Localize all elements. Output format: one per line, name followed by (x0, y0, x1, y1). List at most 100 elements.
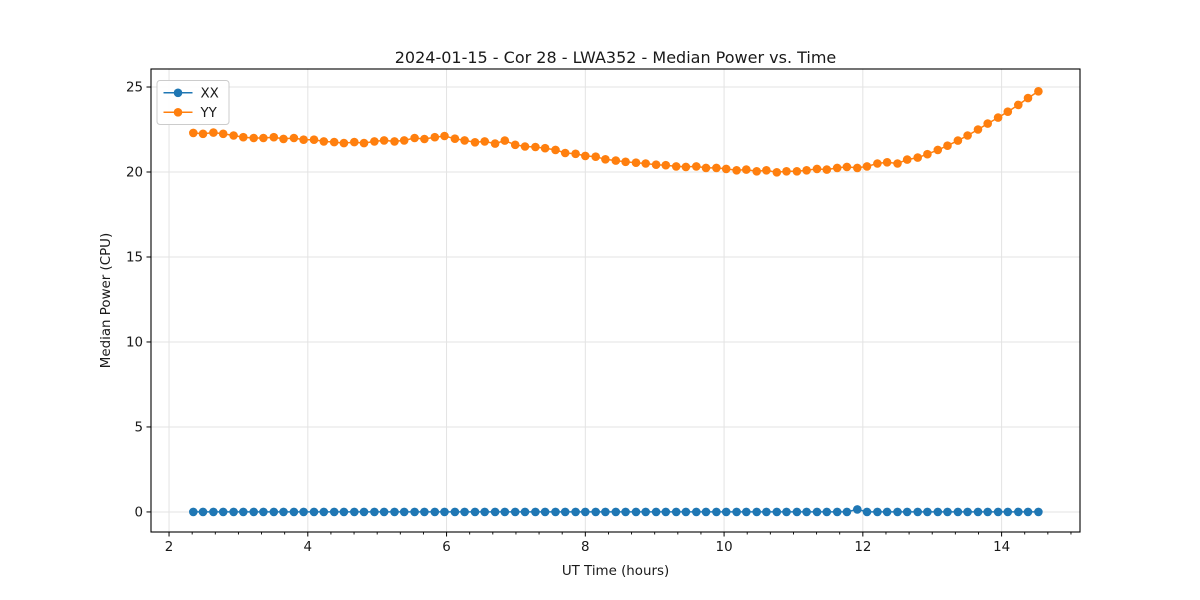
data-point-yy (520, 142, 530, 151)
data-point-yy (259, 133, 268, 143)
data-point-xx (792, 507, 802, 517)
axes-layer: 2 4 6 8 10 12 14 0 5 10 15 20 25 (126, 68, 1081, 555)
data-point-yy (732, 166, 741, 175)
data-point-yy (601, 155, 610, 164)
data-point-yy (420, 134, 429, 144)
data-point-yy (1003, 107, 1013, 116)
data-point-yy (1034, 87, 1043, 96)
data-point-yy (923, 149, 932, 159)
data-point-yy (631, 158, 641, 167)
data-point-yy (510, 140, 520, 150)
x-tick-label: 12 (854, 540, 871, 555)
legend-marker-xx (173, 88, 183, 98)
data-point-xx (420, 507, 429, 517)
data-point-xx (882, 507, 892, 517)
data-point-yy (198, 129, 208, 139)
data-point-xx (943, 507, 952, 517)
data-point-xx (319, 507, 329, 517)
data-point-xx (198, 507, 208, 517)
data-point-yy (531, 142, 540, 152)
data-point-yy (943, 141, 952, 150)
data-point-xx (581, 507, 590, 517)
data-point-xx (510, 507, 520, 517)
data-point-xx (902, 507, 912, 517)
chart-title: 2024-01-15 - Cor 28 - LWA352 - Median Po… (395, 48, 837, 67)
data-point-yy (983, 119, 992, 128)
data-point-xx (712, 507, 721, 517)
data-point-xx (621, 507, 630, 517)
x-axis-label: UT Time (hours) (562, 564, 669, 579)
data-point-xx (531, 507, 540, 517)
data-point-yy (661, 160, 671, 170)
data-point-yy (399, 136, 409, 145)
data-point-xx (762, 507, 771, 517)
data-point-xx (1014, 507, 1023, 517)
data-point-xx (752, 507, 761, 517)
data-point-xx (822, 507, 832, 517)
data-point-xx (560, 507, 570, 517)
data-point-xx (450, 507, 460, 517)
data-point-yy (470, 138, 480, 147)
data-point-yy (450, 134, 460, 143)
data-point-xx (259, 507, 268, 517)
data-point-yy (319, 137, 329, 146)
data-point-xx (480, 507, 490, 517)
data-point-yy (560, 148, 570, 158)
data-point-yy (611, 156, 621, 165)
data-point-xx (681, 507, 691, 517)
data-point-yy (239, 132, 248, 142)
data-point-xx (299, 507, 308, 517)
data-point-yy (350, 137, 359, 147)
data-point-yy (963, 131, 972, 140)
data-point-yy (772, 168, 782, 177)
data-point-xx (782, 507, 791, 517)
data-point-xx (862, 507, 872, 517)
data-point-xx (692, 507, 701, 517)
data-point-xx (540, 507, 550, 517)
x-tick-label: 8 (581, 540, 590, 555)
data-point-xx (520, 507, 530, 517)
legend: XX YY (156, 80, 230, 125)
y-tick-label: 0 (134, 506, 143, 521)
data-point-yy (993, 113, 1003, 122)
data-point-yy (822, 165, 832, 174)
data-point-yy (812, 164, 822, 174)
data-point-xx (490, 507, 500, 517)
data-point-xx (772, 507, 782, 517)
data-point-yy (913, 153, 922, 162)
series-layer (189, 87, 1043, 517)
data-point-xx (591, 507, 600, 517)
data-point-xx (269, 507, 279, 517)
data-point-xx (350, 507, 359, 517)
data-point-xx (249, 507, 258, 517)
data-point-yy (902, 155, 912, 164)
data-point-xx (873, 507, 882, 517)
data-point-xx (209, 507, 218, 517)
data-point-xx (651, 507, 661, 517)
y-tick-label: 15 (126, 251, 143, 266)
data-point-yy (249, 133, 258, 143)
data-point-xx (399, 507, 409, 517)
data-point-xx (379, 507, 389, 517)
data-point-yy (681, 162, 691, 172)
data-point-yy (1014, 100, 1023, 110)
data-point-xx (440, 507, 449, 517)
data-point-yy (792, 167, 802, 176)
data-point-yy (500, 136, 510, 145)
data-point-yy (933, 145, 943, 155)
data-point-yy (410, 133, 419, 143)
data-point-yy (430, 132, 440, 142)
data-point-yy (692, 162, 701, 171)
data-point-xx (933, 507, 943, 517)
data-point-xx (631, 507, 641, 517)
x-tick-label: 6 (442, 540, 451, 555)
data-point-yy (651, 160, 661, 169)
grid-layer (151, 69, 1080, 532)
data-point-xx (721, 507, 731, 517)
data-point-xx (309, 507, 319, 517)
x-tick-label: 2 (165, 540, 174, 555)
data-point-xx (973, 507, 983, 517)
data-point-yy (390, 137, 399, 146)
data-point-xx (390, 507, 399, 517)
